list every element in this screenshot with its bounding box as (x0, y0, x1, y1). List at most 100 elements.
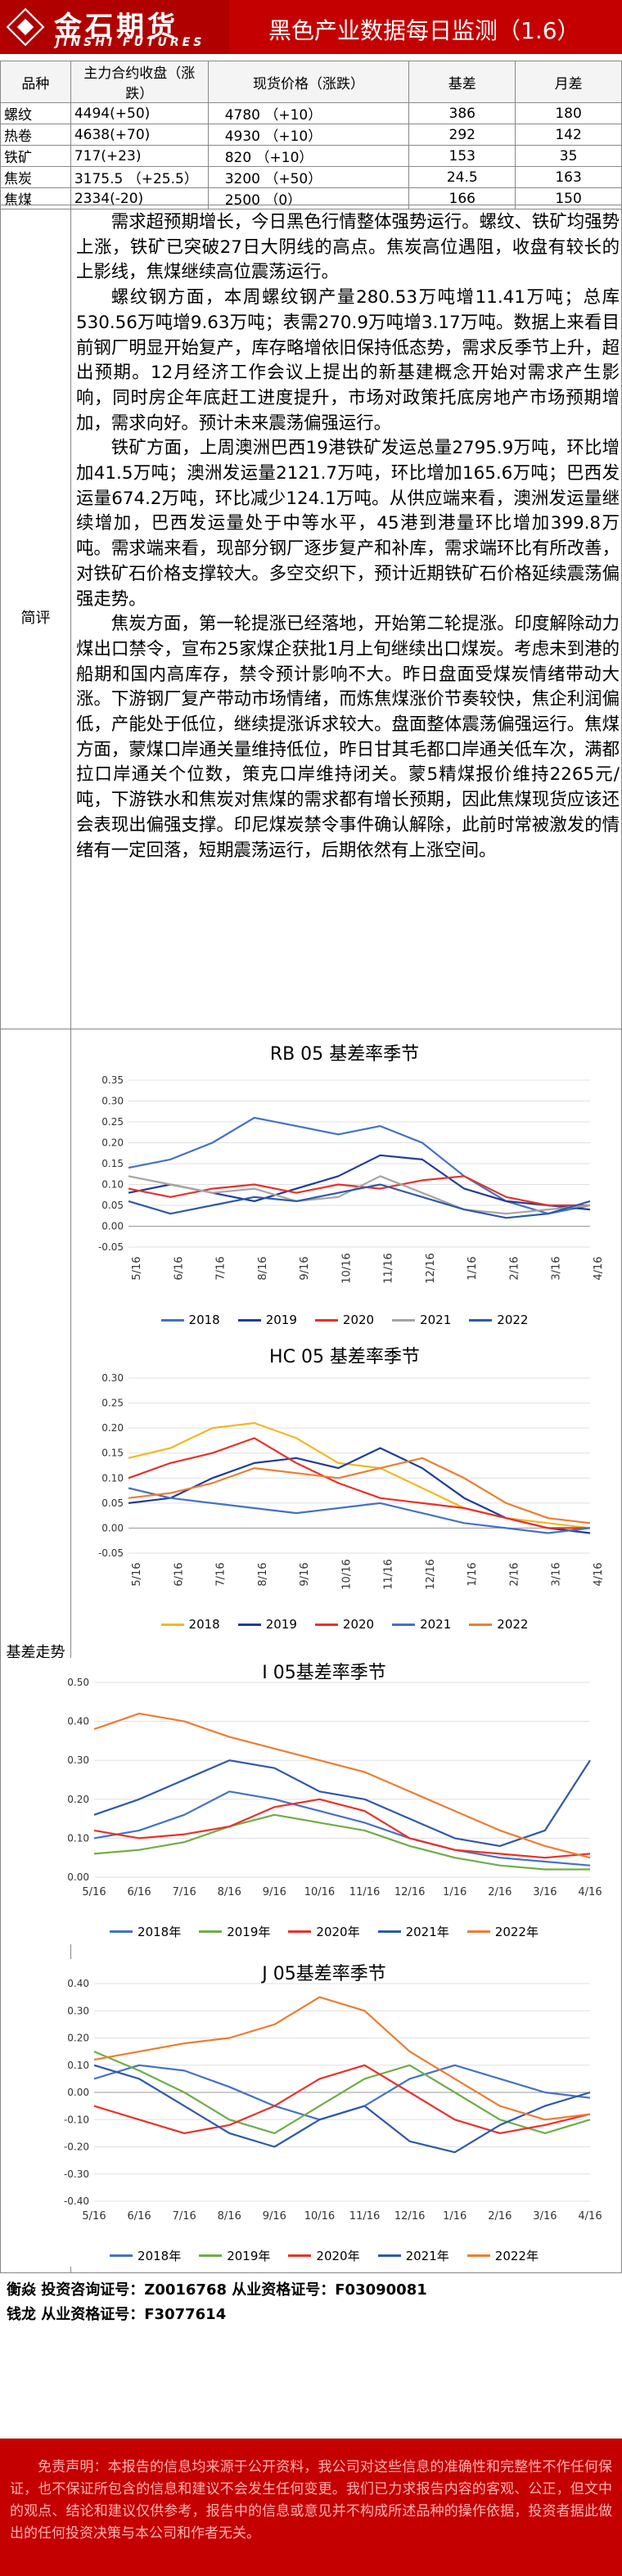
x-tick-label: 2/16 (488, 1886, 512, 1898)
basis-trend-label: 基差走势 (1, 1029, 71, 2272)
legend-swatch (237, 1318, 261, 1322)
i-basis-chart: I 05基差率季节 0.50 0.40 0.30 0.20 0.10 0.00 5/16 6/… (42, 1658, 606, 1944)
series-line-4 (128, 1175, 591, 1215)
legend-swatch (377, 1930, 401, 1933)
legend-label: 2022年 (494, 1925, 539, 1939)
logo-diamond-icon (6, 7, 45, 47)
legend-swatch (314, 1318, 338, 1322)
x-tick-label: 4/16 (578, 2210, 602, 2222)
commentary-paragraph: 焦炭方面，第一轮提涨已经落地，开始第二轮提涨。印度解除动力煤出口禁令，宣布25家… (76, 614, 620, 861)
rb-basis-chart: RB 05 基差率季节 0.35 0.30 0.25 0.20 0.15 0.10 0.05… (83, 1034, 606, 1332)
cell-basis: 386 (408, 102, 516, 124)
x-tick-label: 3/16 (551, 1256, 563, 1280)
legend-label: 2022年 (494, 2249, 539, 2263)
legend-entry: 2020 (314, 1313, 374, 1327)
basis-trend-section: 基差走势 RB 05 基差率季节 0.35 0.30 0.25 0.20 0.15 0.1… (0, 1029, 622, 2273)
table-header-row: 品种 主力合约收盘（涨跌） 现货价格（涨跌） 基差 月差 (0, 61, 622, 103)
cell-basis: 292 (408, 124, 516, 146)
y-tick-label: -0.20 (64, 2141, 89, 2153)
series-line-4 (128, 1487, 591, 1534)
column-header-name: 品种 (0, 61, 71, 103)
legend-label: 2019 (265, 1313, 297, 1327)
x-tick-label: 4/16 (593, 1256, 605, 1280)
legend-entry: 2022年 (466, 2247, 539, 2264)
y-tick-label: 0.10 (101, 1179, 124, 1191)
x-tick-label: 7/16 (173, 2210, 196, 2222)
legend-entry: 2021年 (377, 1923, 449, 1940)
legend-label: 2020年 (316, 1925, 360, 1939)
y-tick-label: 0.05 (101, 1200, 124, 1211)
x-tick-label: 1/16 (443, 2210, 466, 2222)
x-tick-label: 7/16 (215, 1256, 228, 1280)
series-line-2 (93, 1813, 590, 1871)
y-tick-label: 0.20 (67, 2033, 89, 2044)
legend-swatch (392, 1623, 416, 1626)
cell-month-spread: 35 (515, 145, 622, 167)
disclaimer-banner: 免责声明：本报告的信息均来源于公开资料，我公司对这些信息的准确性和完整性不作任何… (0, 2439, 622, 2576)
y-tick-label: 0.15 (101, 1158, 124, 1169)
legend-swatch (199, 2254, 223, 2257)
cell-name: 热卷 (0, 124, 71, 146)
legend-entry: 2019年 (199, 2247, 270, 2264)
cell-futures: 4638(+70) (70, 124, 209, 146)
legend-entry: 2020年 (288, 2247, 360, 2264)
x-tick-label: 4/16 (578, 1886, 602, 1898)
legend-swatch (392, 1318, 416, 1322)
cell-name: 焦炭 (0, 166, 71, 188)
y-tick-label: 0.50 (67, 1677, 89, 1688)
legend-label: 2019 (265, 1617, 297, 1632)
logo-chinese-text: 金石期货 (54, 11, 178, 43)
legend-swatch (160, 1318, 184, 1322)
x-tick-label: 11/16 (383, 1559, 395, 1589)
table-row: 螺纹 4494(+50) 4780 （+10） 386 180 (0, 102, 622, 124)
legend-label: 2018 (188, 1617, 220, 1632)
x-tick-label: 5/16 (82, 1886, 106, 1898)
x-tick-label: 2/16 (508, 1562, 521, 1586)
legend-label: 2019年 (227, 2249, 271, 2263)
legend-entry: 2019 (237, 1313, 297, 1327)
commentary-label: 简评 (1, 205, 71, 1029)
legend-swatch (469, 1623, 493, 1626)
disclaimer-text: 免责声明：本报告的信息均来源于公开资料，我公司对这些信息的准确性和完整性不作任何… (10, 2459, 612, 2542)
column-header-futures: 主力合约收盘（涨跌） (70, 61, 209, 103)
x-tick-label: 1/16 (466, 1256, 479, 1280)
series-line-3 (93, 2064, 591, 2134)
legend-swatch (469, 1318, 493, 1322)
x-tick-label: 12/16 (425, 1253, 437, 1283)
analyst-contacts: 衡焱 投资咨询证号：Z0016768 从业资格证号：F03090081 钱龙 从… (7, 2278, 427, 2327)
legend-label: 2021年 (405, 1925, 449, 1939)
x-tick-label: 2/16 (488, 2210, 512, 2222)
legend-entry: 2019年 (199, 1923, 270, 1940)
y-tick-label: 0.05 (101, 1497, 124, 1509)
x-tick-label: 12/16 (394, 2210, 425, 2222)
y-tick-label: 0.35 (101, 1074, 124, 1086)
series-line-4 (93, 2064, 591, 2154)
cell-basis: 24.5 (408, 166, 516, 188)
legend-label: 2021 (420, 1617, 452, 1632)
legend-entry: 2021 (392, 1617, 451, 1632)
y-tick-label: 0.40 (67, 1716, 89, 1727)
x-tick-label: 7/16 (173, 1886, 196, 1898)
chart-title: J 05基差率季节 (262, 1964, 386, 1984)
legend-label: 2021 (420, 1313, 452, 1327)
cell-futures: 717(+23) (70, 145, 209, 167)
chart-plot: 0.35 0.30 0.25 0.20 0.15 0.10 0.05 0.00 -0.05 5/1… (98, 1074, 605, 1284)
table-row: 焦炭 3175.5 （+25.5） 3200 （+50） 24.5 163 (0, 166, 622, 188)
x-tick-label: 12/16 (425, 1559, 437, 1589)
series-line-1 (128, 1421, 591, 1529)
legend-swatch (110, 1930, 133, 1933)
x-tick-label: 6/16 (127, 1886, 151, 1898)
logo: 金石期货 JINSHI FUTURES (0, 0, 229, 54)
cell-month-spread: 142 (515, 124, 622, 146)
series-line-1 (128, 1116, 591, 1215)
price-table: 品种 主力合约收盘（涨跌） 现货价格（涨跌） 基差 月差 螺纹 4494(+50… (0, 61, 622, 209)
y-tick-label: 0.20 (101, 1422, 124, 1434)
y-tick-label: 0.30 (101, 1372, 124, 1384)
x-tick-label: 8/16 (257, 1256, 269, 1280)
cell-spot: 4780 （+10） (207, 102, 410, 124)
series-line-5 (128, 1457, 591, 1524)
cell-spot: 820 （+10） (207, 145, 410, 167)
x-tick-label: 6/16 (173, 1562, 185, 1586)
legend-label: 2018 (188, 1313, 220, 1327)
x-tick-label: 3/16 (533, 2210, 557, 2222)
